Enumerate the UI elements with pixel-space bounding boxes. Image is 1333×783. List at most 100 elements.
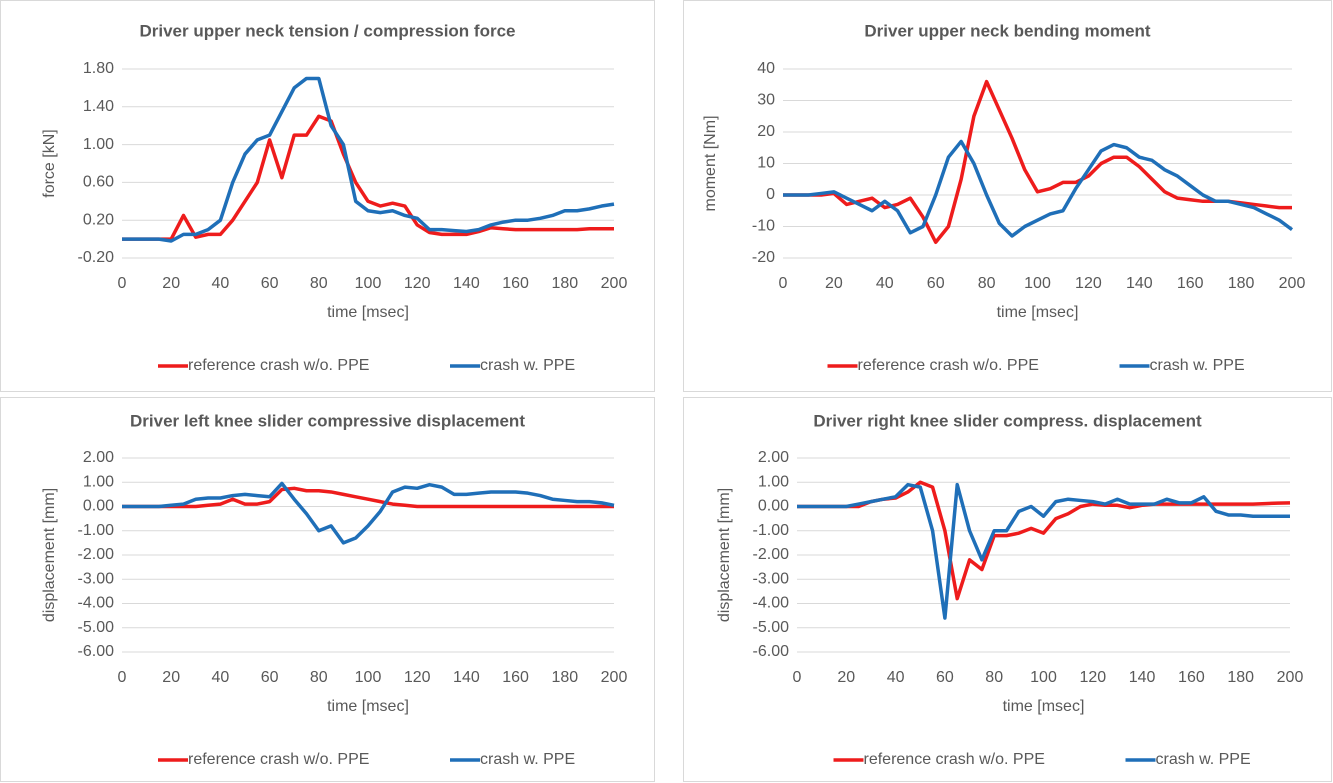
x-tick-label: 140 bbox=[453, 275, 480, 292]
chart-title: Driver left knee slider compressive disp… bbox=[130, 411, 525, 430]
data-line bbox=[783, 139, 1294, 238]
x-axis-label: time [msec] bbox=[327, 304, 409, 321]
x-tick-label: 100 bbox=[355, 669, 382, 686]
x-tick-label: 0 bbox=[118, 275, 127, 292]
legend-label: crash w. PPE bbox=[1150, 357, 1245, 374]
y-tick-label: -3.00 bbox=[78, 570, 115, 587]
y-tick-label: 1.80 bbox=[83, 60, 114, 77]
y-tick-label: -0.20 bbox=[78, 249, 115, 266]
x-tick-label: 180 bbox=[551, 275, 578, 292]
x-tick-label: 0 bbox=[118, 669, 127, 686]
y-tick-label: 1.00 bbox=[758, 473, 789, 490]
y-axis-label: force [kN] bbox=[41, 129, 58, 197]
x-tick-label: 100 bbox=[1024, 275, 1051, 292]
y-tick-label: 10 bbox=[757, 155, 775, 172]
x-axis-label: time [msec] bbox=[997, 304, 1079, 321]
x-axis-label: time [msec] bbox=[1003, 698, 1085, 715]
panel-border bbox=[0, 0, 655, 392]
x-tick-label: 200 bbox=[601, 275, 628, 292]
x-tick-label: 120 bbox=[404, 669, 431, 686]
data-line bbox=[122, 481, 615, 545]
chart-title: Driver upper neck bending moment bbox=[864, 21, 1151, 40]
panel-border bbox=[683, 397, 1332, 782]
x-tick-label: 120 bbox=[404, 275, 431, 292]
x-tick-label: 80 bbox=[985, 669, 1003, 686]
legend-label: reference crash w/o. PPE bbox=[858, 357, 1039, 374]
x-tick-label: 20 bbox=[825, 275, 843, 292]
x-tick-label: 200 bbox=[601, 669, 628, 686]
x-tick-label: 60 bbox=[927, 275, 945, 292]
y-tick-label: -1.00 bbox=[753, 522, 790, 539]
x-tick-label: 100 bbox=[1030, 669, 1057, 686]
data-line bbox=[122, 114, 614, 241]
y-tick-label: 0.00 bbox=[758, 498, 789, 515]
x-tick-label: 80 bbox=[310, 275, 328, 292]
x-tick-label: 0 bbox=[793, 669, 802, 686]
chart-title: Driver upper neck tension / compression … bbox=[139, 21, 515, 40]
y-tick-label: -20 bbox=[752, 249, 775, 266]
y-tick-label: 0.00 bbox=[83, 498, 114, 515]
y-axis-label: displacement [mm] bbox=[41, 488, 58, 622]
x-tick-label: 60 bbox=[261, 275, 279, 292]
y-tick-label: -10 bbox=[752, 218, 775, 235]
x-tick-label: 160 bbox=[1178, 669, 1205, 686]
x-tick-label: 200 bbox=[1277, 669, 1304, 686]
y-tick-label: -5.00 bbox=[753, 619, 790, 636]
x-tick-label: 140 bbox=[453, 669, 480, 686]
panel-border bbox=[0, 397, 655, 782]
x-tick-label: 40 bbox=[212, 669, 230, 686]
x-tick-label: 140 bbox=[1129, 669, 1156, 686]
x-tick-label: 200 bbox=[1279, 275, 1306, 292]
y-tick-label: -3.00 bbox=[753, 570, 790, 587]
x-tick-label: 180 bbox=[551, 669, 578, 686]
y-tick-label: -6.00 bbox=[753, 643, 790, 660]
x-tick-label: 80 bbox=[978, 275, 996, 292]
x-tick-label: 20 bbox=[162, 669, 180, 686]
y-axis-label: displacement [mm] bbox=[716, 488, 733, 622]
chart-panel: Driver left knee slider compressive disp… bbox=[0, 397, 655, 782]
chart-panel: Driver right knee slider compress. displ… bbox=[683, 397, 1332, 782]
x-tick-label: 40 bbox=[876, 275, 894, 292]
y-tick-label: -4.00 bbox=[78, 595, 115, 612]
y-tick-label: 20 bbox=[757, 123, 775, 140]
data-line bbox=[122, 486, 614, 509]
x-tick-label: 180 bbox=[1227, 669, 1254, 686]
legend-label: reference crash w/o. PPE bbox=[188, 357, 369, 374]
y-tick-label: 1.00 bbox=[83, 473, 114, 490]
legend-label: crash w. PPE bbox=[480, 357, 575, 374]
x-tick-label: 60 bbox=[936, 669, 954, 686]
x-tick-label: 180 bbox=[1228, 275, 1255, 292]
data-line bbox=[797, 482, 1290, 620]
x-tick-label: 100 bbox=[355, 275, 382, 292]
x-tick-label: 160 bbox=[502, 669, 529, 686]
legend-label: crash w. PPE bbox=[1156, 751, 1251, 768]
x-tick-label: 160 bbox=[1177, 275, 1204, 292]
y-tick-label: -1.00 bbox=[78, 522, 115, 539]
legend-label: reference crash w/o. PPE bbox=[188, 751, 369, 768]
y-tick-label: 2.00 bbox=[758, 449, 789, 466]
x-tick-label: 120 bbox=[1079, 669, 1106, 686]
chart-panel: Driver upper neck bending moment -20 -10 0 1… bbox=[683, 0, 1332, 392]
y-tick-label: 1.00 bbox=[83, 136, 114, 153]
y-tick-label: 30 bbox=[757, 92, 775, 109]
y-tick-label: -4.00 bbox=[753, 595, 790, 612]
y-tick-label: -2.00 bbox=[753, 546, 790, 563]
x-tick-label: 80 bbox=[310, 669, 328, 686]
x-tick-label: 40 bbox=[887, 669, 905, 686]
legend-label: crash w. PPE bbox=[480, 751, 575, 768]
y-tick-label: 0 bbox=[766, 186, 775, 203]
data-line bbox=[783, 79, 1292, 244]
x-tick-label: 20 bbox=[837, 669, 855, 686]
x-tick-label: 20 bbox=[162, 275, 180, 292]
y-tick-label: 40 bbox=[757, 60, 775, 77]
y-tick-label: 0.20 bbox=[83, 211, 114, 228]
data-line bbox=[122, 76, 615, 243]
x-tick-label: 60 bbox=[261, 669, 279, 686]
panel-border bbox=[683, 0, 1332, 392]
x-tick-label: 140 bbox=[1126, 275, 1153, 292]
y-axis-label: moment [Nm] bbox=[702, 115, 719, 211]
x-tick-label: 40 bbox=[212, 275, 230, 292]
y-tick-label: -5.00 bbox=[78, 619, 115, 636]
chart-panel: Driver upper neck tension / compression … bbox=[0, 0, 655, 392]
